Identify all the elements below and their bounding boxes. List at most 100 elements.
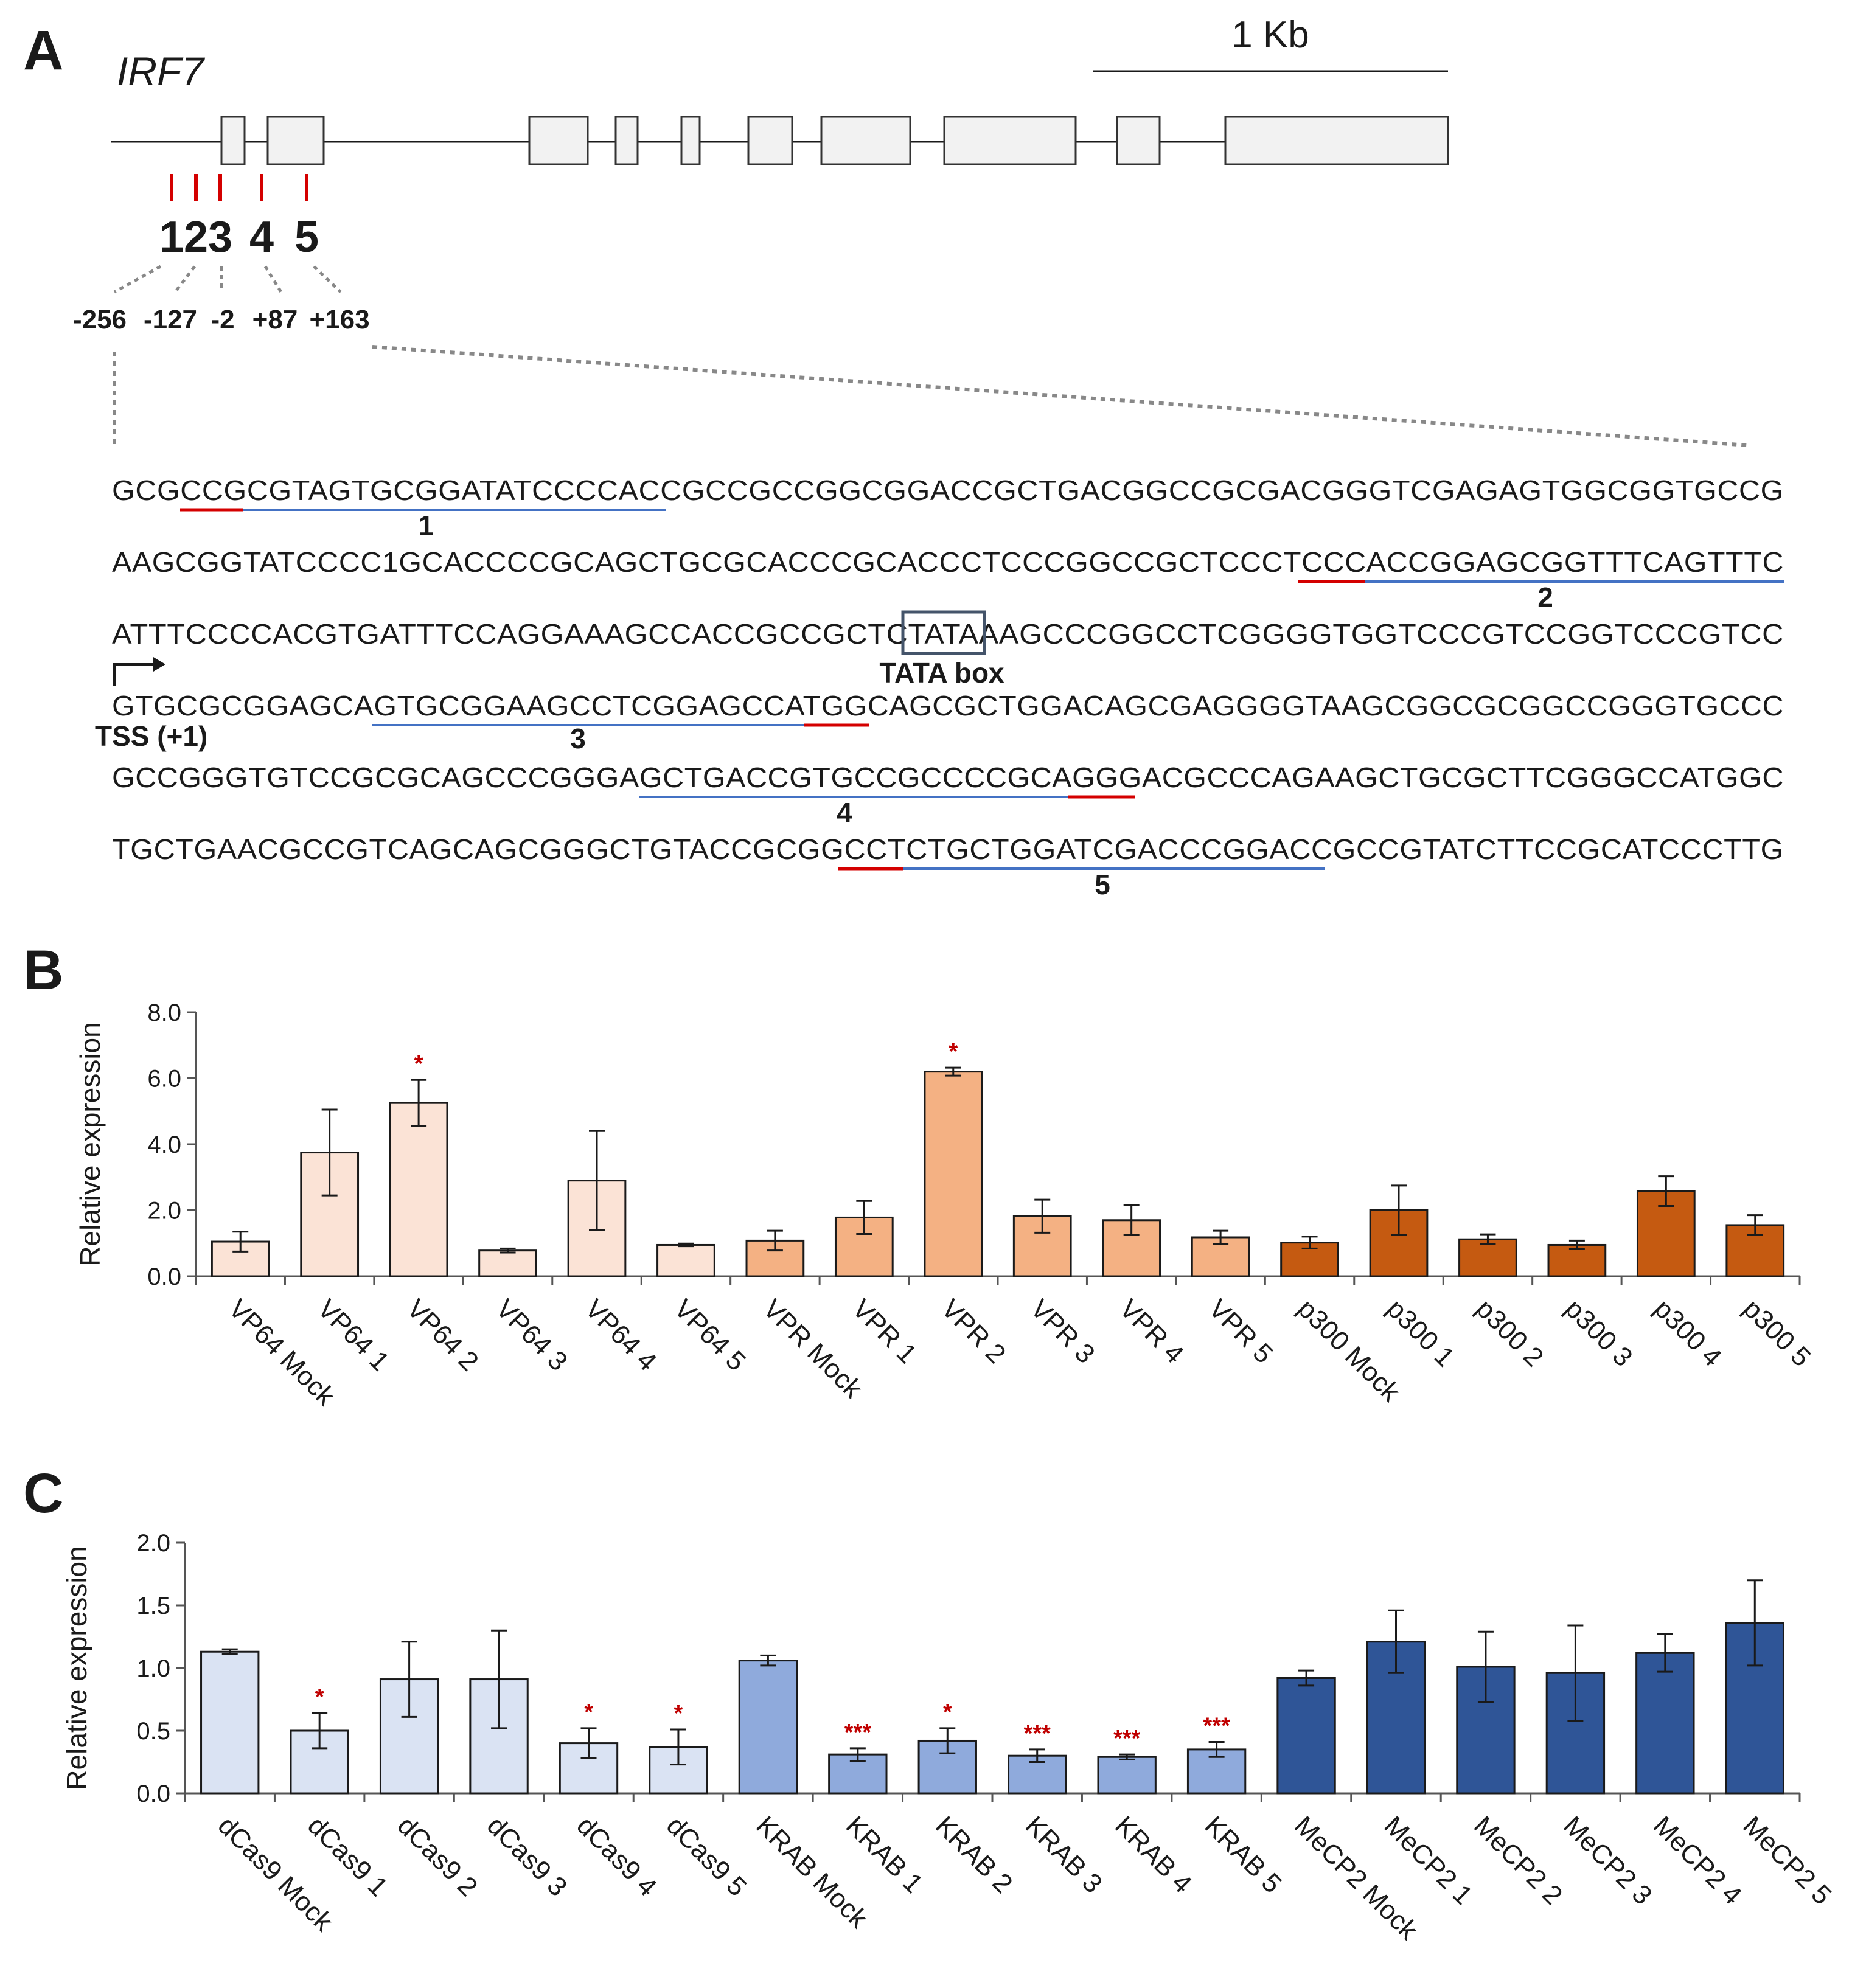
significance-marker: ***: [1024, 1721, 1051, 1746]
sequence-line-1: GCGCCGCGTAGTGCGGATATCCCCACCGCCGCCGGCGGAC…: [112, 474, 1784, 506]
site-number-1: 1: [159, 213, 184, 262]
bar: [924, 1071, 983, 1277]
position-connectors: [113, 265, 342, 294]
y-tick-label: 2.0: [147, 1198, 181, 1225]
x-tick-label: VPR 1: [846, 1293, 922, 1369]
significance-marker: ***: [1203, 1714, 1230, 1739]
x-tick-label: VP64 4: [579, 1293, 663, 1377]
site-position-5: +163: [309, 305, 369, 335]
exon-2: [266, 116, 325, 165]
x-tick-label: KRAB 5: [1199, 1810, 1287, 1899]
x-tick-label: KRAB 4: [1109, 1810, 1197, 1899]
bar: [1635, 1652, 1695, 1795]
sequence-line-5: GCCGGGTGTCCGCGCAGCCCGGGAGCTGACCGTGCCGCCC…: [112, 762, 1784, 793]
sequence-line-3: ATTTCCCCACGTGATTTCCAGGAAAGCCACCGCCGCTCTA…: [112, 618, 1784, 650]
panel-a: A IRF7 1 Kb 1 2 3: [23, 14, 1784, 900]
site-number-5: 5: [294, 213, 319, 262]
significance-marker: *: [584, 1700, 593, 1725]
x-tick-label: KRAB 2: [930, 1810, 1018, 1899]
x-tick-label: p300 1: [1381, 1293, 1460, 1372]
x-tick-label: p300 5: [1738, 1293, 1817, 1372]
x-tick-label: dCas9 5: [661, 1810, 753, 1902]
exon-6: [747, 116, 793, 165]
x-tick-label: VPR 3: [1025, 1293, 1101, 1369]
site-number-2: 2: [184, 213, 208, 262]
site-positions: -256 -127 -2 +87 +163: [73, 305, 370, 335]
exon-1: [220, 116, 246, 165]
bar: [1725, 1622, 1784, 1795]
zoom-line-right: [372, 345, 1748, 447]
x-tick-label: VP64 5: [668, 1293, 751, 1377]
guide-site-markers: 1 2 3 4 5: [159, 174, 319, 262]
site-number-3: 3: [208, 213, 232, 262]
y-tick-label: 0.0: [147, 1263, 181, 1290]
x-tick-label: p300 2: [1470, 1293, 1549, 1372]
x-tick-label: KRAB 1: [840, 1810, 928, 1899]
bar: [738, 1660, 798, 1795]
gene-name: IRF7: [117, 49, 205, 94]
y-tick-label: 0.0: [136, 1781, 170, 1807]
tata-box-label: TATA box: [879, 657, 1004, 689]
bar: [1097, 1756, 1157, 1795]
y-tick-label: 4.0: [147, 1131, 181, 1158]
site-position-2: -127: [144, 305, 197, 335]
significance-marker: ***: [844, 1720, 872, 1745]
exon-9: [1116, 116, 1161, 165]
y-tick-label: 0.5: [136, 1718, 170, 1745]
y-tick-label: 1.5: [136, 1593, 170, 1619]
bar: [478, 1249, 537, 1277]
sequence-line-2: AAGCGGTATCCCC1GCACCCCGCAGCTGCGCACCCGCACC…: [112, 546, 1784, 578]
x-tick-label: VPR 4: [1114, 1293, 1190, 1369]
tss-label: TSS (+1): [95, 720, 207, 752]
site-position-3: -2: [211, 305, 234, 335]
panel-label-a: A: [23, 19, 63, 82]
scale-bar-label: 1 Kb: [1231, 14, 1309, 56]
panel-c: C 0.0 0.5 1.0 1.5 2.0 Relative expression dCas…: [23, 1462, 1837, 1946]
x-tick-label: p300 4: [1648, 1293, 1727, 1372]
x-tick-label: VPR 5: [1203, 1293, 1279, 1369]
y-tick-label: 8.0: [147, 999, 181, 1026]
panel-label-b: B: [23, 939, 63, 1001]
y-tick-label: 1.0: [136, 1655, 170, 1682]
tss-arrow: [113, 663, 159, 686]
x-tick-label: VP64 1: [312, 1293, 395, 1377]
promoter-sequence: GCGCCGCGTAGTGCGGATATCCCCACCGCCGCCGGCGGAC…: [95, 474, 1784, 900]
bar: [389, 1102, 448, 1277]
site-position-4: +87: [252, 305, 298, 335]
x-tick-label: MeCP2 3: [1558, 1810, 1657, 1910]
significance-marker: *: [315, 1684, 324, 1710]
exon-3: [528, 116, 589, 165]
bar: [1276, 1677, 1336, 1795]
exon-10: [1224, 116, 1449, 165]
y-tick-label: 2.0: [136, 1530, 170, 1557]
gene-structure: [111, 116, 1449, 165]
significance-marker: *: [949, 1039, 958, 1065]
guide-label-3: 3: [570, 723, 586, 754]
y-axis-title: Relative expression: [61, 1546, 92, 1790]
y-tick-label: 6.0: [147, 1066, 181, 1093]
significance-marker: *: [414, 1051, 423, 1077]
exon-7: [820, 116, 911, 165]
x-tick-label: dCas9 1: [302, 1810, 394, 1902]
significance-marker: *: [674, 1701, 683, 1726]
x-tick-label: VPR 2: [936, 1293, 1012, 1369]
x-tick-label: dCas9 4: [571, 1810, 663, 1902]
panel-b: B 0.0 2.0 4.0 6.0 8.0 Relative expression VP64…: [23, 939, 1817, 1412]
x-tick-label: p300 3: [1559, 1293, 1638, 1372]
guide-label-5: 5: [1095, 869, 1110, 900]
x-tick-label: MeCP2 4: [1648, 1810, 1747, 1910]
tss-arrowhead: [153, 657, 165, 672]
sequence-line-4: GTGCGCGGAGCAGTGCGGAAGCCTCGGAGCCATGGCAGCG…: [112, 690, 1784, 721]
x-tick-label: MeCP2 5: [1737, 1810, 1837, 1910]
x-tick-label: KRAB 3: [1020, 1810, 1108, 1899]
x-tick-label: VP64 3: [490, 1293, 573, 1377]
guide-label-4: 4: [837, 797, 852, 829]
x-tick-label: dCas9 3: [481, 1810, 573, 1902]
x-tick-label: MeCP2 2: [1468, 1810, 1568, 1910]
site-number-4: 4: [249, 213, 274, 262]
site-position-1: -256: [73, 305, 127, 335]
chart-c: 0.0 0.5 1.0 1.5 2.0 Relative expression dCas9 …: [61, 1530, 1837, 1946]
exon-4: [614, 116, 639, 165]
